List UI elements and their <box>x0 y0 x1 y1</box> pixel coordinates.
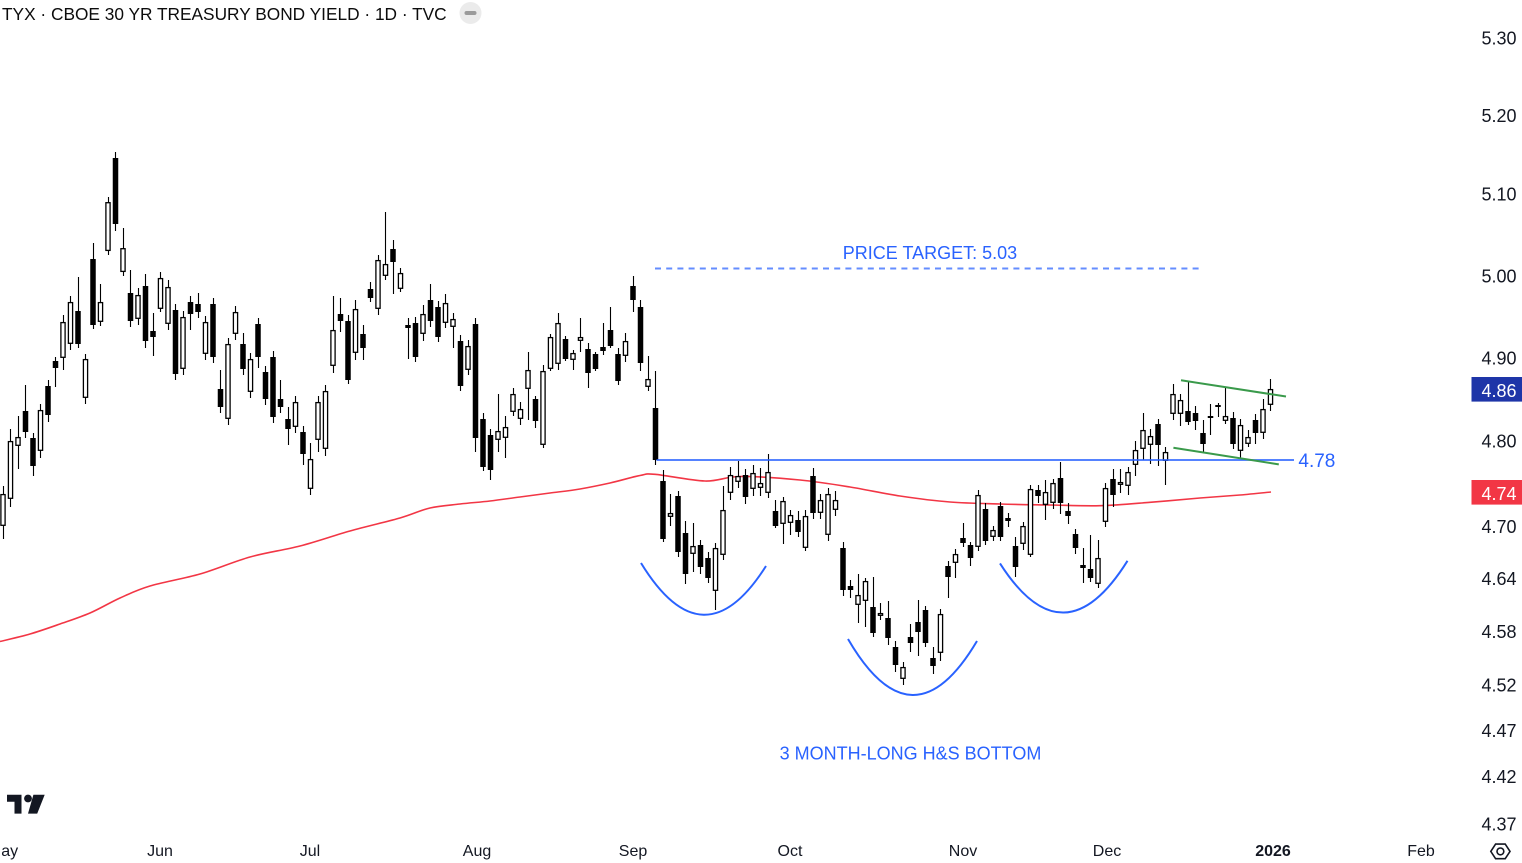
svg-text:5.20: 5.20 <box>1482 106 1517 126</box>
svg-text:3 MONTH-LONG H&S BOTTOM: 3 MONTH-LONG H&S BOTTOM <box>780 744 1042 764</box>
svg-text:Dec: Dec <box>1093 843 1121 860</box>
svg-text:5.00: 5.00 <box>1482 266 1517 286</box>
svg-text:4.80: 4.80 <box>1482 431 1517 451</box>
svg-text:4.78: 4.78 <box>1298 451 1335 472</box>
svg-text:4.64: 4.64 <box>1482 569 1517 589</box>
svg-text:4.86: 4.86 <box>1482 381 1517 401</box>
svg-text:Feb: Feb <box>1407 843 1435 860</box>
svg-text:4.90: 4.90 <box>1482 348 1517 368</box>
svg-text:TYX · CBOE 30 YR TREASURY BOND: TYX · CBOE 30 YR TREASURY BOND YIELD · 1… <box>2 4 447 24</box>
svg-text:4.47: 4.47 <box>1482 721 1517 741</box>
svg-text:Nov: Nov <box>949 843 977 860</box>
svg-text:Sep: Sep <box>619 843 648 860</box>
svg-text:4.52: 4.52 <box>1482 676 1517 696</box>
svg-text:4.58: 4.58 <box>1482 622 1517 642</box>
svg-text:Aug: Aug <box>463 843 491 860</box>
svg-text:5.30: 5.30 <box>1482 28 1517 48</box>
svg-text:Jul: Jul <box>300 843 320 860</box>
svg-text:4.74: 4.74 <box>1482 484 1517 504</box>
svg-text:4.70: 4.70 <box>1482 517 1517 537</box>
svg-text:Oct: Oct <box>778 843 803 860</box>
svg-text:Jun: Jun <box>147 843 173 860</box>
svg-text:4.42: 4.42 <box>1482 767 1517 787</box>
svg-text:5.10: 5.10 <box>1482 185 1517 205</box>
svg-text:May: May <box>0 843 18 860</box>
svg-text:2026: 2026 <box>1255 843 1291 860</box>
svg-text:PRICE TARGET: 5.03: PRICE TARGET: 5.03 <box>843 243 1017 263</box>
svg-text:4.37: 4.37 <box>1482 814 1517 834</box>
